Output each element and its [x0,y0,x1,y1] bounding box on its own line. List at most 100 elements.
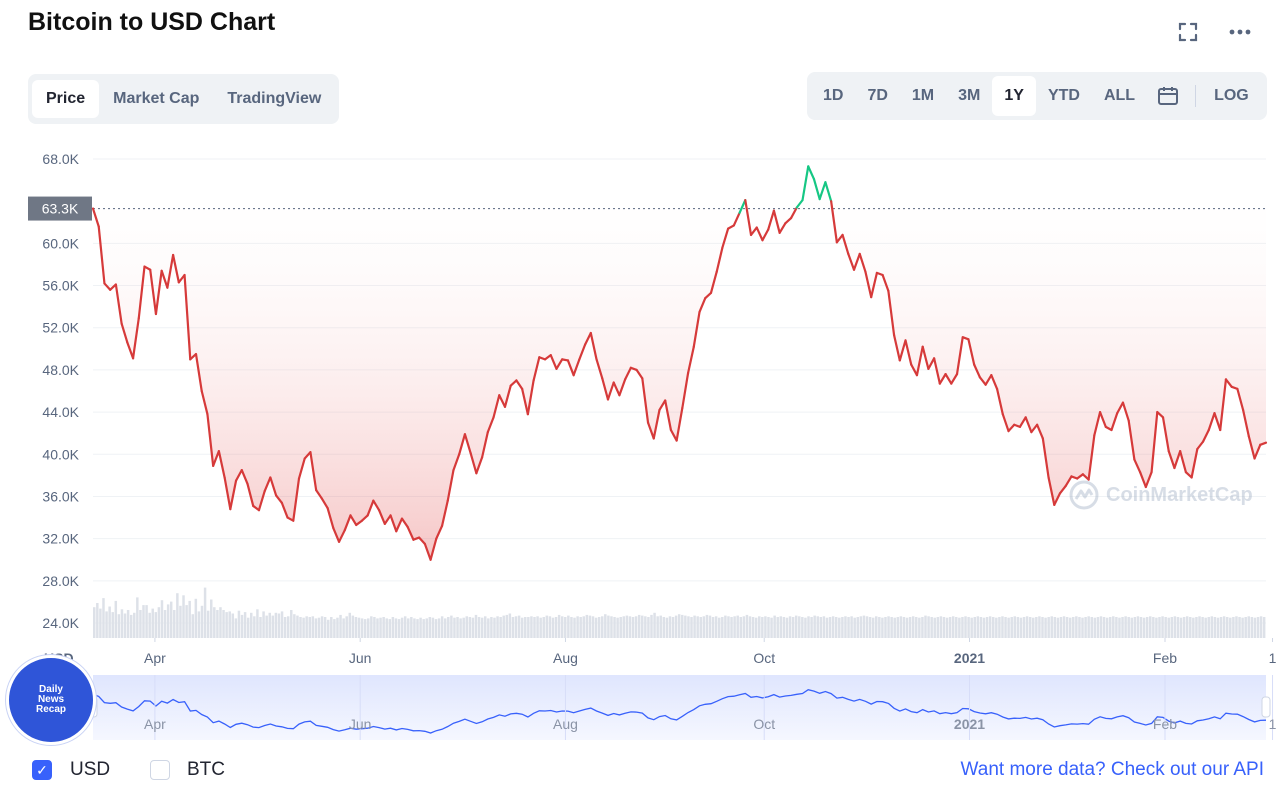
volume-bar [1229,617,1232,638]
btc-checkbox[interactable] [150,760,170,780]
price-line-segment [1179,450,1187,474]
volume-bar [160,600,164,638]
volume-bar [480,617,484,638]
volume-bar [367,618,370,638]
price-line-segment [435,524,444,540]
volume-bar [524,617,527,638]
volume-bar [1032,617,1035,638]
volume-bar [687,616,690,638]
volume-bar [702,616,706,638]
volume-bar [825,617,829,638]
price-line-segment [686,345,695,375]
tab-market-cap[interactable]: Market Cap [113,90,200,107]
volume-bar [188,600,191,638]
price-line-segment [212,450,220,467]
volume-bar [228,611,231,638]
price-line-segment [795,199,804,209]
volume-bar [1093,617,1097,638]
volume-bar [764,616,767,638]
x-tick-label: Apr [144,650,166,666]
volume-bar [582,616,585,638]
volume-bar [240,614,244,638]
y-tick-label: 28.0K [42,573,79,589]
fullscreen-icon[interactable] [1174,18,1202,46]
price-line-segment [320,497,329,510]
volume-bar [145,605,148,638]
more-icon[interactable] [1226,18,1254,46]
volume-bar [1084,617,1087,638]
price-line-segment [91,207,100,228]
volume-bar [865,616,869,638]
price-line-segment [475,456,484,475]
daily-news-recap-badge: Daily News Recap [6,655,96,745]
navigator-background [93,675,1266,740]
range-7d[interactable]: 7D [867,87,888,104]
volume-bar [114,600,118,638]
volume-bar [206,610,210,638]
volume-bar [465,616,469,638]
price-line-segment [1150,410,1159,474]
range-1d[interactable]: 1D [823,87,844,104]
volume-bar [1072,617,1075,638]
volume-bar [336,617,339,638]
volume-bar [724,615,727,638]
price-line-segment [881,273,890,292]
tab-price[interactable]: Price [32,80,100,118]
price-line-segment [303,451,312,460]
badge-line-2: News [37,694,65,705]
range-3m[interactable]: 3M [958,87,981,104]
volume-bar [650,614,653,638]
tab-tradingview[interactable]: TradingView [227,90,322,107]
price-line-segment [377,509,386,525]
api-link[interactable]: Want more data? Check out our API [960,759,1264,780]
range-ytd[interactable]: YTD [1047,87,1080,104]
range-1y[interactable]: 1Y [992,76,1036,116]
volume-bar [96,603,99,638]
y-tick-label: 52.0K [42,320,79,336]
volume-bar [1152,617,1155,638]
volume-bar [822,616,826,638]
price-line-segment [749,226,758,237]
volume-bar [1038,616,1041,638]
price-line-segment [664,399,673,432]
volume-bar [801,617,804,638]
volume-bar [770,617,773,638]
volume-bar [105,611,108,638]
navigator-handle-right[interactable] [1261,696,1271,718]
volume-bar [203,587,207,638]
price-line-segment [337,529,346,543]
price-line-segment [1161,416,1170,453]
volume-bar [733,616,736,638]
price-line-segment [950,373,959,385]
volume-bar [942,617,946,638]
x-tick-label: Oct [753,650,775,666]
price-line-segment [166,253,175,289]
usd-checkbox[interactable]: ✓ [32,760,52,780]
log-toggle[interactable]: LOG [1214,87,1249,104]
price-line-segment [429,537,438,561]
price-line-segment [669,428,678,442]
price-line-segment [870,271,879,299]
volume-bar [551,617,555,638]
volume-bar [1161,616,1164,638]
y-tick-label: 40.0K [42,446,79,462]
navigator-tick-label: Oct [753,716,775,732]
volume-bar [579,617,582,638]
price-line-segment [154,269,163,316]
volume-bar [305,616,308,638]
range-all[interactable]: ALL [1103,87,1136,104]
volume-bar [604,614,607,638]
x-tick-label: Aug [553,650,578,666]
volume-bar [862,615,866,638]
volume-bar [425,618,428,638]
volume-bar [779,616,783,638]
volume-bar [237,610,241,638]
volume-bar [259,617,262,638]
price-line-segment [509,379,518,387]
price-line-segment [789,206,798,220]
volume-bar [591,616,595,638]
price-line-segment [801,165,810,202]
range-1m[interactable]: 1M [911,87,935,104]
volume-bar [354,617,358,638]
calendar-icon[interactable] [1147,76,1189,116]
